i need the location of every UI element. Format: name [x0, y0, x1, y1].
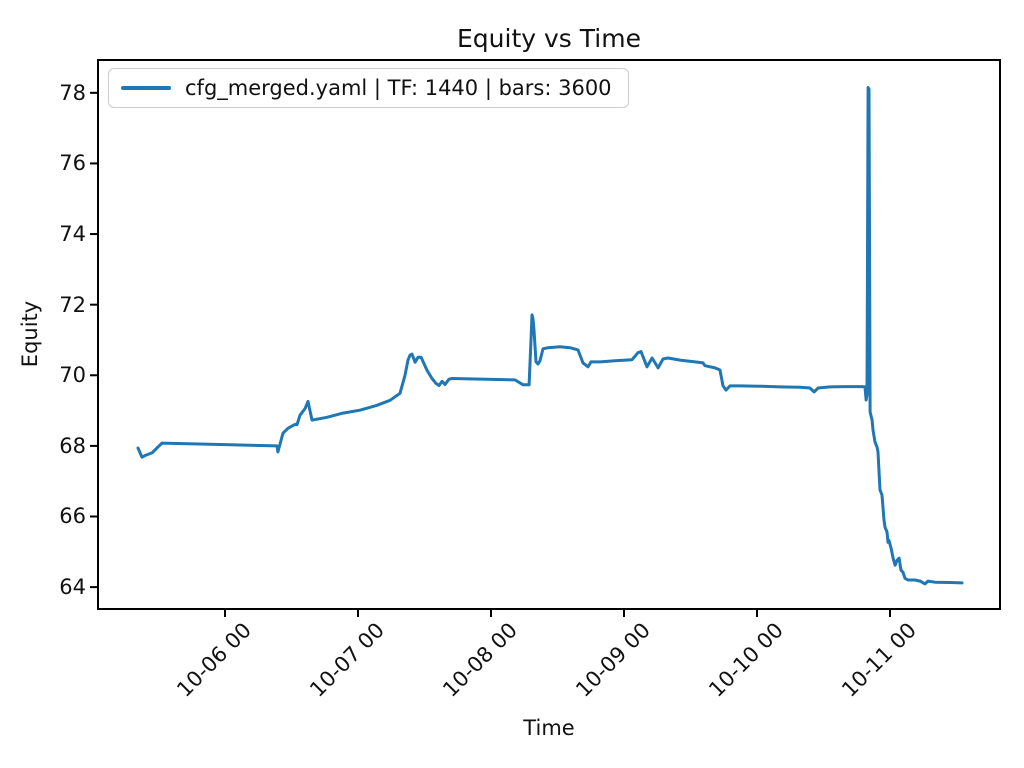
legend: cfg_merged.yaml | TF: 1440 | bars: 3600: [108, 68, 629, 108]
y-tick-label: 76: [59, 151, 86, 176]
legend-label: cfg_merged.yaml | TF: 1440 | bars: 3600: [185, 76, 612, 100]
y-tick-label: 68: [59, 433, 86, 458]
x-axis-label: Time: [523, 716, 575, 740]
legend-line-sample-icon: [121, 86, 171, 90]
y-tick-label: 66: [59, 504, 86, 529]
chart-title: Equity vs Time: [457, 24, 641, 53]
equity-line-series: [136, 86, 964, 586]
y-tick-label: 72: [59, 292, 86, 317]
y-tick-label: 78: [59, 80, 86, 105]
y-tick-label: 74: [59, 222, 86, 247]
y-tick-label: 70: [59, 363, 86, 388]
y-tick-label: 64: [59, 575, 86, 600]
plot-area-border: [97, 59, 1001, 610]
